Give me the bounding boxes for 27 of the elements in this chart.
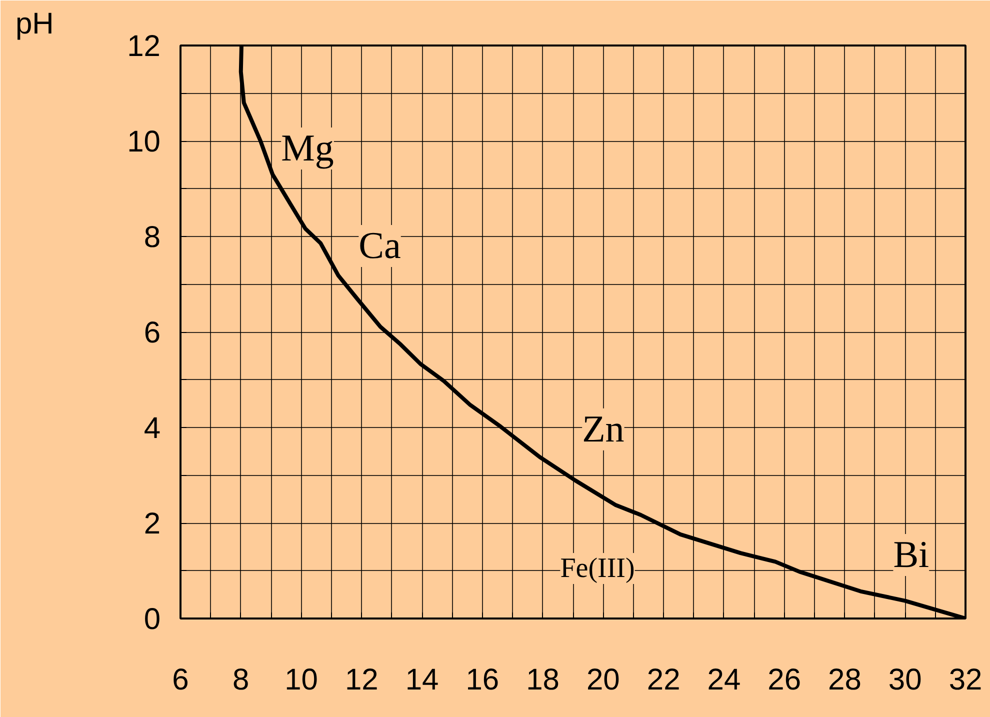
y-tick-label: 8 bbox=[144, 221, 161, 254]
x-tick-label: 22 bbox=[646, 664, 680, 696]
y-tick-label: 12 bbox=[127, 30, 161, 63]
x-tick-label: 14 bbox=[405, 664, 439, 696]
y-axis-title: pH bbox=[16, 8, 54, 40]
y-tick-label: 10 bbox=[127, 126, 161, 158]
y-tick-label: 4 bbox=[144, 412, 161, 445]
x-tick-label: 30 bbox=[888, 664, 922, 696]
x-tick-label: 16 bbox=[466, 664, 500, 696]
x-tick-label: 18 bbox=[526, 664, 560, 696]
x-tick-label: 8 bbox=[232, 664, 250, 696]
x-tick-label: 26 bbox=[768, 664, 802, 696]
annotation: Ca bbox=[358, 225, 402, 268]
x-tick-label: 6 bbox=[172, 664, 189, 696]
annotation: Bi bbox=[893, 534, 930, 576]
x-tick-label: 24 bbox=[707, 664, 741, 696]
annotation: Fe(III) bbox=[560, 553, 635, 584]
y-tick-label: 2 bbox=[144, 508, 161, 540]
annotation: Zn bbox=[582, 408, 624, 450]
x-tick-label: 28 bbox=[828, 664, 862, 696]
x-tick-label: 10 bbox=[284, 664, 318, 696]
x-tick-label: 32 bbox=[948, 664, 982, 696]
x-tick-label: 12 bbox=[344, 664, 378, 696]
annotation: Mg bbox=[281, 128, 334, 170]
y-tick-label: 6 bbox=[144, 316, 161, 350]
x-tick-label: 20 bbox=[586, 664, 620, 696]
y-tick-label: 0 bbox=[144, 603, 161, 636]
